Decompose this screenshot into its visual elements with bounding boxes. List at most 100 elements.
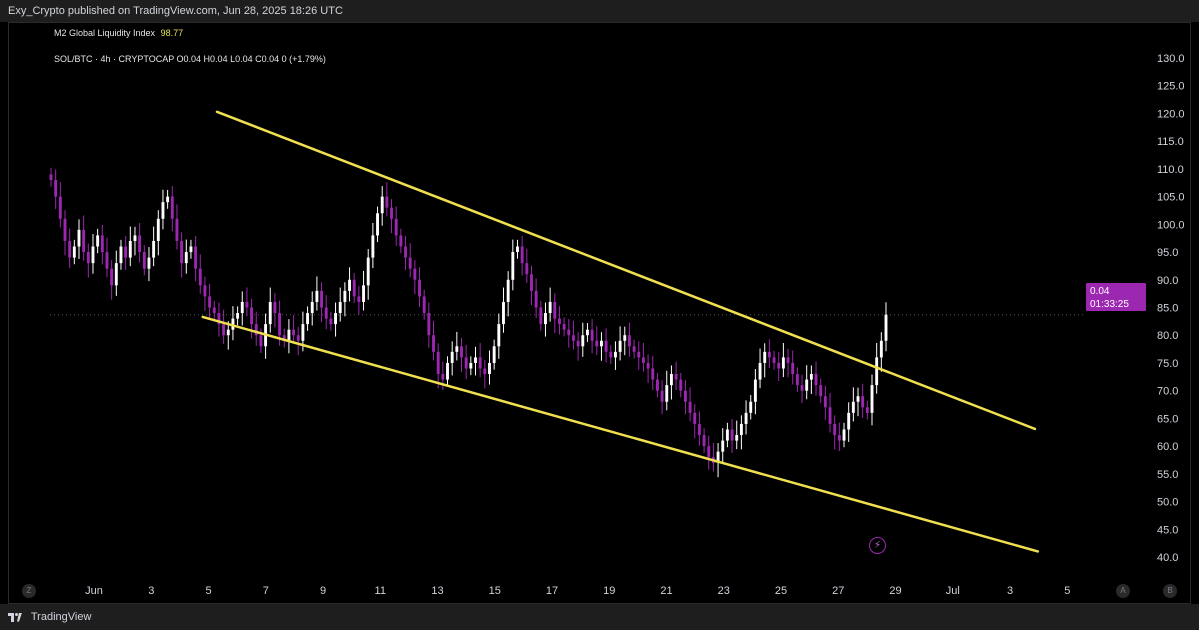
candle-body <box>483 368 487 375</box>
candle-body <box>464 357 468 369</box>
candle-body <box>348 279 351 291</box>
lightning-icon[interactable]: ⚡ <box>869 537 886 554</box>
candle-body <box>600 340 603 347</box>
candle-body <box>58 196 62 219</box>
tradingview-logo-icon[interactable] <box>8 612 22 622</box>
candle-body <box>627 335 631 347</box>
candle-body <box>105 252 109 269</box>
candle-body <box>763 351 767 363</box>
candle-body <box>660 390 664 402</box>
candle-body <box>567 329 571 336</box>
y-tick-label: 60.0 <box>1157 441 1178 453</box>
symbol-legend-text: SOL/BTC · 4h · CRYPTOCAP O0.04 H0.04 L0.… <box>54 54 326 64</box>
candle-body <box>432 335 435 352</box>
candle-body <box>408 257 412 269</box>
candle-body <box>63 218 67 241</box>
candle-body <box>884 314 888 341</box>
footer-brand[interactable]: TradingView <box>30 611 92 623</box>
m2-indicator-legend[interactable]: M2 Global Liquidity Index 98.77 <box>54 28 183 38</box>
candle-body <box>879 340 883 358</box>
candle-body <box>455 346 459 352</box>
candle-body <box>525 263 529 275</box>
candle-body <box>777 362 781 369</box>
candle-body <box>548 301 552 314</box>
time-axis[interactable]: Jun 3 5 7 9 11 13 15 17 19 21 23 25 27 29 Jul 3 5 <box>85 585 1070 597</box>
candle-body <box>539 307 543 325</box>
candle-body <box>655 379 659 391</box>
candle-body <box>833 423 837 436</box>
candle-body <box>240 301 244 314</box>
trendline-upper <box>215 110 1037 431</box>
symbol-legend[interactable]: SOL/BTC · 4h · CRYPTOCAP O0.04 H0.04 L0.… <box>54 54 326 64</box>
candle-body <box>558 318 561 325</box>
chart-area[interactable] <box>8 22 1191 604</box>
candle-body <box>753 379 757 402</box>
x-tick-label: 25 <box>775 585 787 597</box>
candle-body <box>786 357 790 363</box>
candle-body <box>82 229 86 253</box>
candle-body <box>142 252 146 269</box>
candle-body <box>618 340 622 352</box>
x-tick-label: 5 <box>205 585 211 597</box>
x-tick-label: 17 <box>546 585 558 597</box>
y-tick-label: 85.0 <box>1157 303 1178 315</box>
y-tick-label: 70.0 <box>1157 386 1178 398</box>
y-tick-label: 80.0 <box>1157 330 1178 342</box>
candle-body <box>506 279 510 302</box>
y-tick-label: 95.0 <box>1157 247 1178 259</box>
y-tick-label: 75.0 <box>1157 358 1178 370</box>
candle-body <box>809 374 813 380</box>
candle-body <box>669 374 673 386</box>
candle-body <box>586 329 589 336</box>
candle-body <box>49 174 53 180</box>
candle-body <box>702 435 706 447</box>
candle-body <box>795 374 799 386</box>
y-tick-label: 110.0 <box>1157 164 1184 176</box>
candle-body <box>124 246 128 258</box>
x-tick-label: Jun <box>85 585 103 597</box>
candle-body <box>385 196 389 208</box>
candle-body <box>371 235 375 258</box>
candle-body <box>735 435 739 441</box>
candle-body <box>222 324 226 336</box>
candle-body <box>781 357 785 369</box>
x-tick-label: 19 <box>603 585 615 597</box>
candle-body <box>758 362 762 380</box>
log-scale-button[interactable]: B <box>1163 584 1177 598</box>
candle-body <box>488 362 491 375</box>
candle-body <box>296 335 300 341</box>
indicator-name: M2 Global Liquidity Index <box>54 28 156 38</box>
candle-body <box>278 313 282 336</box>
candle-body <box>665 385 669 402</box>
candle-body <box>511 252 515 280</box>
candle-body <box>851 401 855 413</box>
candle-body <box>208 296 212 308</box>
y-tick-label: 40.0 <box>1157 552 1178 564</box>
candle-body <box>114 263 118 286</box>
candle-body <box>688 401 692 413</box>
candle-body <box>749 401 753 413</box>
y-tick-label: 130.0 <box>1157 53 1185 65</box>
candle-body <box>450 351 454 363</box>
candle-body <box>343 290 347 302</box>
x-tick-label: 21 <box>660 585 672 597</box>
price-axis[interactable]: 130.0 125.0 120.0 115.0 110.0 105.0 100.0 95.0 9… <box>1157 53 1185 564</box>
candle-body <box>324 307 328 319</box>
candle-body <box>133 235 137 241</box>
candle-body <box>609 351 613 358</box>
scale-button-left[interactable]: Z <box>22 584 36 598</box>
candle-body <box>212 307 216 314</box>
candle-body <box>492 346 496 363</box>
candle-body <box>170 196 174 219</box>
candle-body <box>152 240 156 258</box>
candle-body <box>805 379 809 391</box>
candle-body <box>189 246 193 253</box>
candle-body <box>637 351 641 358</box>
candle-body <box>86 252 90 264</box>
candle-body <box>180 240 184 264</box>
candle-body <box>380 196 384 214</box>
x-tick-label: 3 <box>1007 585 1013 597</box>
auto-scale-button[interactable]: A <box>1116 584 1130 598</box>
candle-body <box>338 301 342 314</box>
